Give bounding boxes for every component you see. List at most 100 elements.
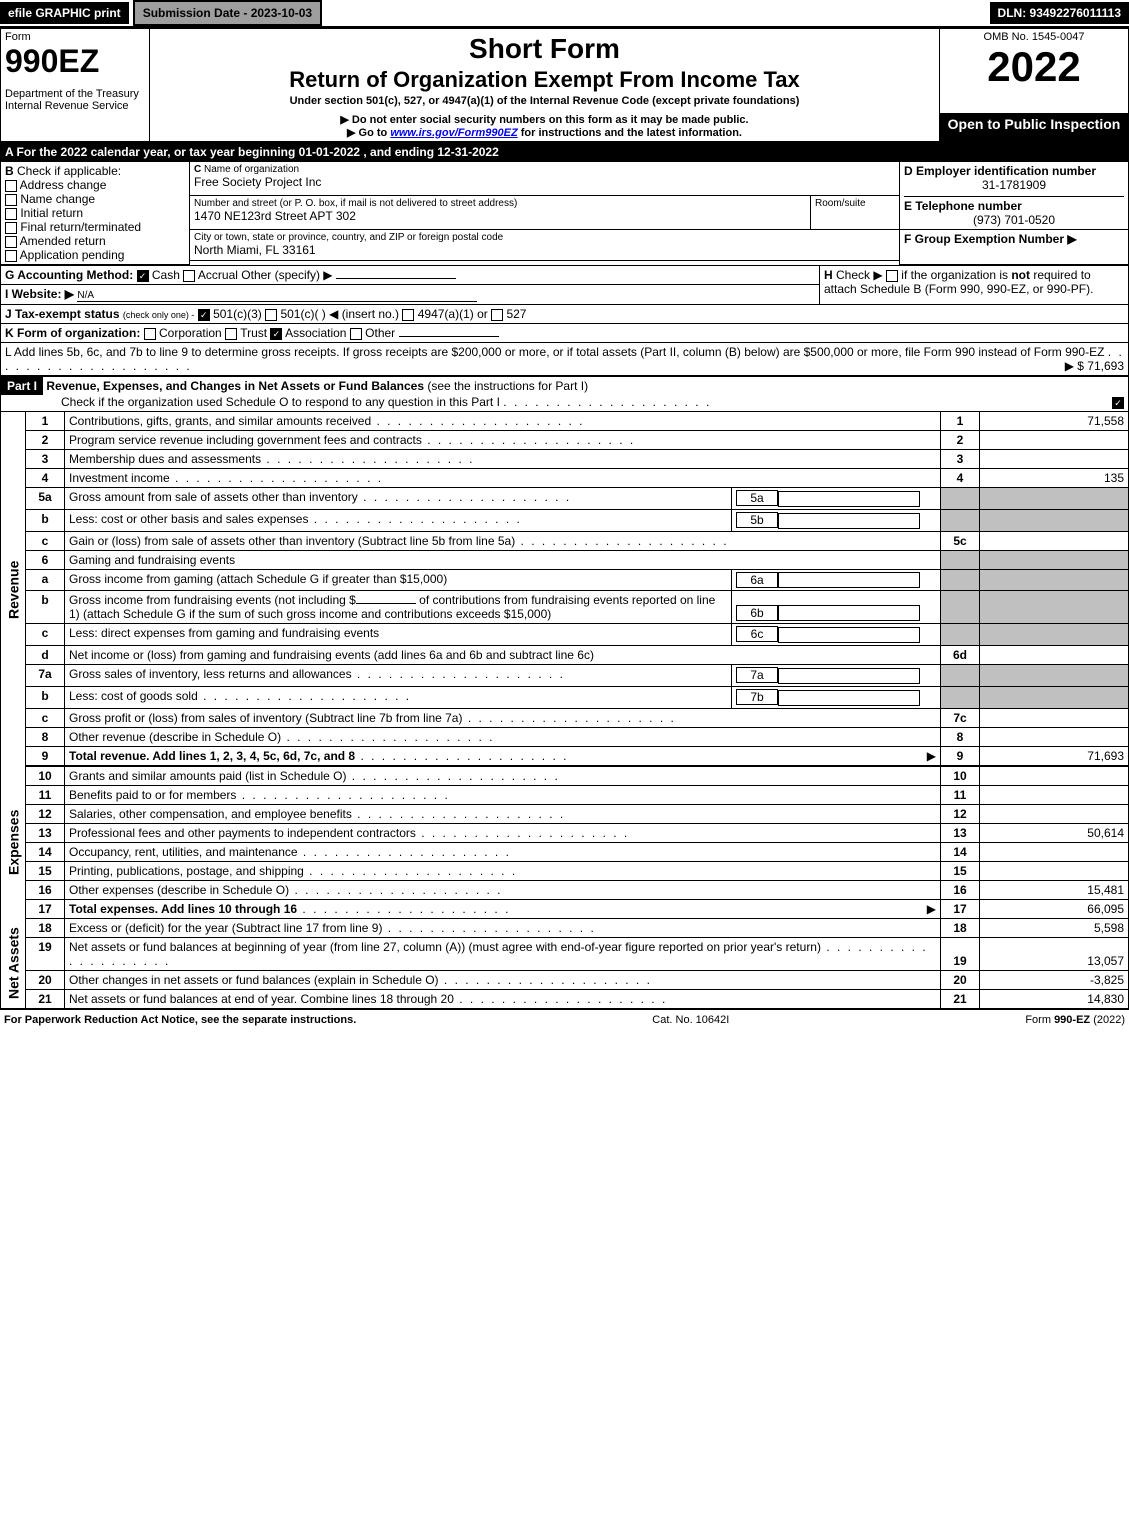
b-pending[interactable]: Application pending — [5, 248, 185, 262]
main-title: Return of Organization Exempt From Incom… — [154, 67, 935, 93]
line-11-num: 11 — [26, 785, 65, 804]
line-6a-num: a — [26, 569, 65, 591]
k-corp[interactable]: Corporation — [144, 326, 222, 340]
efile-label[interactable]: efile GRAPHIC print — [0, 2, 129, 24]
k-assoc[interactable]: Association — [270, 326, 346, 340]
line-13-val: 50,614 — [980, 823, 1129, 842]
ghijkl-table: G Accounting Method: Cash Accrual Other … — [0, 265, 1129, 376]
g-cash[interactable]: Cash — [137, 268, 180, 282]
j-527[interactable]: 527 — [491, 307, 526, 321]
g-other[interactable]: Other (specify) ▶ — [241, 268, 456, 282]
line-16-val: 15,481 — [980, 880, 1129, 899]
line-7c-rn: 7c — [941, 708, 980, 727]
dept-label: Department of the Treasury — [5, 88, 145, 100]
line-6c-text: Less: direct expenses from gaming and fu… — [69, 626, 379, 640]
j-4947[interactable]: 4947(a)(1) or — [402, 307, 487, 321]
b-final[interactable]: Final return/terminated — [5, 220, 185, 234]
footer-right: Form 990-EZ (2022) — [1025, 1014, 1125, 1026]
j-501c3[interactable]: 501(c)(3) — [198, 307, 262, 321]
b-amended[interactable]: Amended return — [5, 234, 185, 248]
e-phone: (973) 701-0520 — [904, 213, 1124, 227]
top-bar: efile GRAPHIC print Submission Date - 20… — [0, 0, 1129, 28]
h-label: H — [824, 268, 833, 282]
b-name-change[interactable]: Name change — [5, 192, 185, 206]
e-label: E Telephone number — [904, 196, 1124, 213]
line-19-num: 19 — [26, 937, 65, 970]
line-5b-box: 5b — [736, 512, 778, 528]
submission-date: Submission Date - 2023-10-03 — [133, 0, 322, 26]
line-7b-text: Less: cost of goods sold — [69, 689, 198, 703]
h-checkbox[interactable] — [886, 270, 898, 282]
k-label: K Form of organization: — [5, 326, 140, 340]
part1-schedule-o-checkbox[interactable] — [1112, 397, 1124, 409]
line-18-text: Excess or (deficit) for the year (Subtra… — [69, 921, 382, 935]
line-14-val — [980, 842, 1129, 861]
subtitle: Under section 501(c), 527, or 4947(a)(1)… — [154, 95, 935, 107]
c-org-name: Free Society Project Inc — [194, 175, 895, 189]
line-6-text: Gaming and fundraising events — [65, 550, 941, 569]
line-5b-num: b — [26, 509, 65, 531]
line-5c-text: Gain or (loss) from sale of assets other… — [69, 534, 515, 548]
b-initial[interactable]: Initial return — [5, 206, 185, 220]
warn2-tail: for instructions and the latest informat… — [521, 127, 742, 139]
line-8-val — [980, 727, 1129, 746]
line-18-val: 5,598 — [980, 918, 1129, 937]
line-11-rn: 11 — [941, 785, 980, 804]
expenses-vert-label: Expenses — [1, 766, 26, 918]
k-trust[interactable]: Trust — [225, 326, 267, 340]
line-7a-box: 7a — [736, 667, 778, 683]
line-1-rn: 1 — [941, 412, 980, 431]
line-5c-num: c — [26, 531, 65, 550]
form-label: Form — [5, 31, 145, 43]
irs-link[interactable]: www.irs.gov/Form990EZ — [390, 127, 517, 139]
warn2: ▶ Go to — [347, 127, 390, 139]
tax-year: 2022 — [944, 43, 1124, 91]
line-14-text: Occupancy, rent, utilities, and maintena… — [69, 845, 298, 859]
d-ein: 31-1781909 — [904, 178, 1124, 192]
footer-left: For Paperwork Reduction Act Notice, see … — [4, 1014, 356, 1026]
line-15-val — [980, 861, 1129, 880]
line-18-num: 18 — [26, 918, 65, 937]
part1-header: Part I — [1, 377, 43, 395]
line-15-text: Printing, publications, postage, and shi… — [69, 864, 304, 878]
b-addr-change[interactable]: Address change — [5, 178, 185, 192]
line-2-num: 2 — [26, 431, 65, 450]
line-10-val — [980, 766, 1129, 785]
line-8-rn: 8 — [941, 727, 980, 746]
g-accrual[interactable]: Accrual — [183, 268, 238, 282]
line-6d-num: d — [26, 646, 65, 665]
line-5c-rn: 5c — [941, 531, 980, 550]
line-6b-text1: Gross income from fundraising events (no… — [69, 593, 356, 607]
omb-number: OMB No. 1545-0047 — [944, 31, 1124, 43]
line-3-text: Membership dues and assessments — [69, 452, 261, 466]
line-16-text: Other expenses (describe in Schedule O) — [69, 883, 289, 897]
line-8-num: 8 — [26, 727, 65, 746]
l-text: L Add lines 5b, 6c, and 7b to line 9 to … — [5, 345, 1104, 359]
line-9-num: 9 — [26, 746, 65, 765]
part1-table: Part I Revenue, Expenses, and Changes in… — [0, 376, 1129, 1009]
j-501c[interactable]: 501(c)( ) ◀ (insert no.) — [265, 307, 399, 321]
line-21-val: 14,830 — [980, 989, 1129, 1008]
line-14-num: 14 — [26, 842, 65, 861]
line-5a-box: 5a — [736, 490, 778, 506]
line-5b-text: Less: cost or other basis and sales expe… — [69, 512, 308, 526]
j-label: J Tax-exempt status — [5, 307, 120, 321]
line-17-val: 66,095 — [980, 899, 1129, 918]
line-17-num: 17 — [26, 899, 65, 918]
footer: For Paperwork Reduction Act Notice, see … — [0, 1009, 1129, 1030]
c-city-label: City or town, state or province, country… — [194, 232, 895, 243]
k-other[interactable]: Other — [350, 326, 499, 340]
line-10-text: Grants and similar amounts paid (list in… — [69, 769, 346, 783]
line-1-num: 1 — [26, 412, 65, 431]
line-13-text: Professional fees and other payments to … — [69, 826, 416, 840]
i-label: I Website: ▶ — [5, 287, 74, 301]
warn2-row: ▶ Go to www.irs.gov/Form990EZ for instru… — [154, 126, 935, 139]
j-sub: (check only one) - — [123, 310, 195, 320]
line-6d-val — [980, 646, 1129, 665]
line-3-rn: 3 — [941, 450, 980, 469]
line-17-rn: 17 — [941, 899, 980, 918]
line-1-val: 71,558 — [980, 412, 1129, 431]
line-9-text: Total revenue. Add lines 1, 2, 3, 4, 5c,… — [69, 749, 355, 763]
short-form-title: Short Form — [154, 33, 935, 65]
line-6a-text: Gross income from gaming (attach Schedul… — [69, 572, 447, 586]
